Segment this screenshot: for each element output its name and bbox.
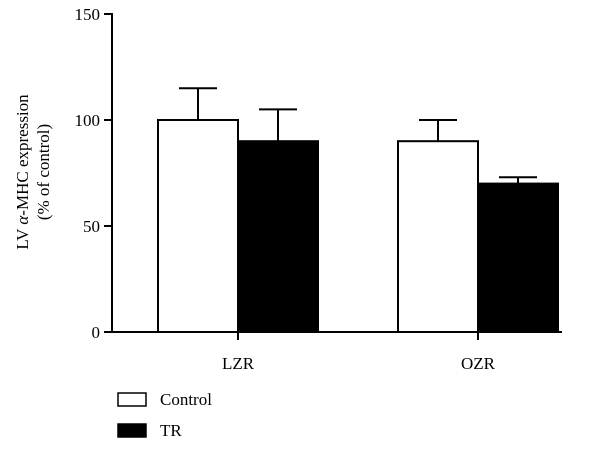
x-tick-label-ozr: OZR	[461, 354, 496, 373]
bars-group	[157, 119, 559, 333]
y-axis-title-line1: LV α-MHC expression	[13, 94, 32, 250]
y-tick-label: 50	[83, 217, 100, 236]
error-bars-group	[179, 87, 537, 184]
bar-control-lzr	[157, 119, 239, 333]
legend-swatch-tr	[117, 423, 147, 438]
bar-control-ozr	[397, 140, 479, 333]
y-axis-title-line2: (% of control)	[34, 124, 53, 220]
y-tick-label: 150	[75, 5, 101, 24]
y-tick-label: 100	[75, 111, 101, 130]
category-labels: LZR OZR	[222, 354, 496, 373]
legend-label-tr: TR	[160, 421, 182, 440]
bar-tr-ozr	[477, 182, 559, 333]
legend-swatch-control	[117, 392, 147, 407]
y-axis-title: LV α-MHC expression (% of control)	[13, 94, 53, 250]
bar-tr-lzr	[237, 140, 319, 333]
legend-label-control: Control	[160, 390, 212, 409]
x-tick-label-lzr: LZR	[222, 354, 255, 373]
legend: Control TR	[117, 390, 212, 440]
y-tick-label: 0	[92, 323, 101, 342]
